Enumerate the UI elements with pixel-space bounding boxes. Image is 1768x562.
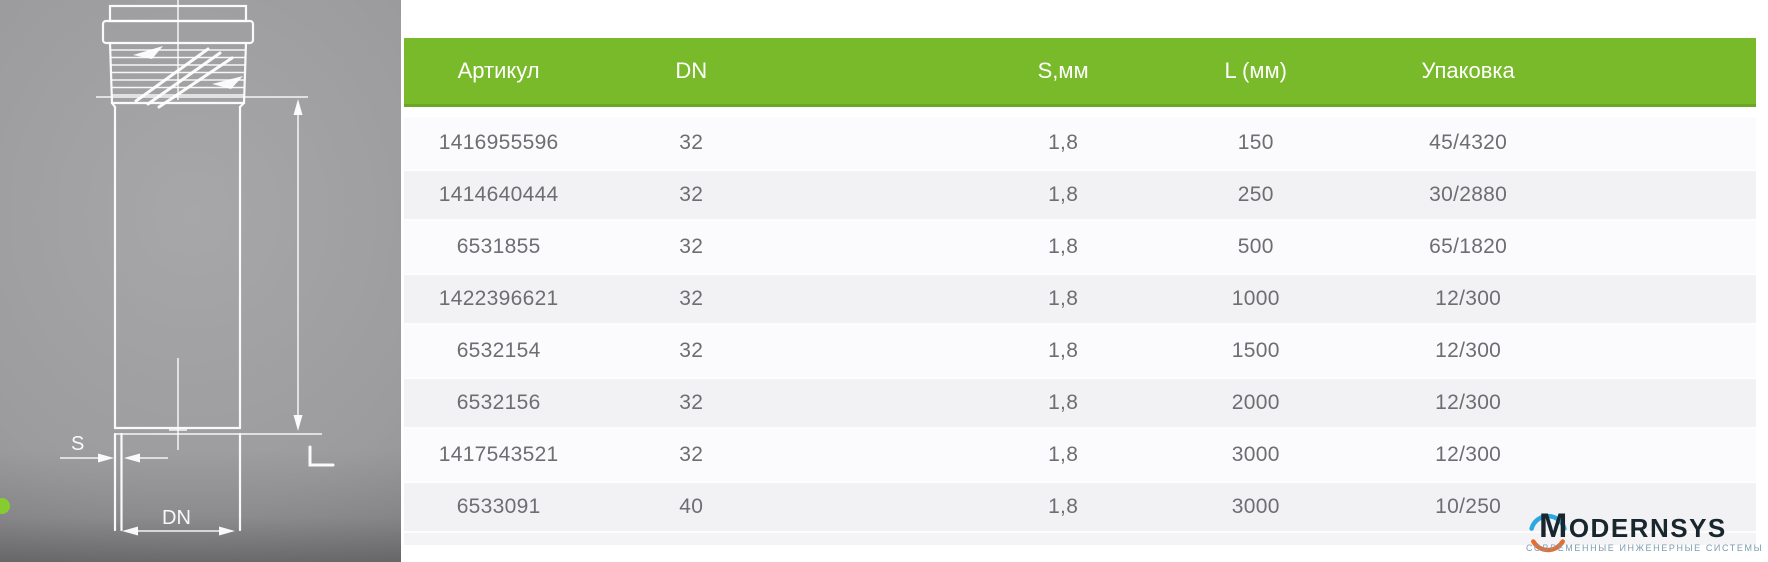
cell-article: 1416955596	[438, 131, 559, 154]
cell-package: 10/250	[1435, 495, 1502, 518]
cell-package: 12/300	[1435, 443, 1502, 466]
cell-article: 1422396621	[438, 287, 559, 310]
table-body: 1416955596 32 1,8 150 45/4320 1414640444…	[404, 117, 1756, 545]
cell-l: 3000	[1231, 443, 1280, 466]
product-table: Артикул DN S,мм L (мм) Упаковка 14169555…	[404, 38, 1756, 545]
cell-s: 1,8	[1048, 131, 1079, 154]
cell-s: 1,8	[1048, 339, 1079, 362]
cell-s: 1,8	[1048, 495, 1079, 518]
cell-s: 1,8	[1048, 183, 1079, 206]
cell-l: 1500	[1231, 339, 1280, 362]
brand-wordmark: MODERNSYS	[1539, 509, 1727, 545]
table-header-row: Артикул DN S,мм L (мм) Упаковка	[404, 38, 1756, 107]
cell-article: 6533091	[456, 495, 541, 518]
cell-l: 3000	[1231, 495, 1280, 518]
s-label: S	[71, 433, 84, 455]
column-header-article: Артикул	[457, 58, 540, 83]
column-header-s: S,мм	[1037, 58, 1089, 83]
cell-l: 250	[1237, 183, 1274, 206]
cell-s: 1,8	[1048, 443, 1079, 466]
cell-package: 12/300	[1435, 339, 1502, 362]
corner-symbol	[308, 445, 335, 467]
table-row: 6531855 32 1,8 500 65/1820	[404, 221, 1756, 273]
table-row: 1416955596 32 1,8 150 45/4320	[404, 117, 1756, 169]
column-header-package: Упаковка	[1421, 58, 1515, 83]
cell-dn: 32	[679, 391, 704, 414]
cell-article: 6531855	[456, 235, 541, 258]
column-header-dn: DN	[675, 58, 708, 83]
cell-article: 1414640444	[438, 183, 559, 206]
cell-s: 1,8	[1048, 391, 1079, 414]
cell-s: 1,8	[1048, 287, 1079, 310]
brand-initial: M	[1539, 507, 1569, 545]
cell-dn: 32	[679, 287, 704, 310]
table-row: 6532154 32 1,8 1500 12/300	[404, 325, 1756, 377]
cell-article: 6532156	[456, 391, 541, 414]
cell-package: 30/2880	[1429, 183, 1508, 206]
table-footer-strip	[404, 533, 1756, 545]
cell-s: 1,8	[1048, 235, 1079, 258]
pipe-drawing: S DN	[0, 0, 335, 536]
break-mark	[134, 47, 210, 103]
cell-package: 12/300	[1435, 391, 1502, 414]
dn-label: DN	[162, 507, 191, 529]
column-header-l: L (мм)	[1224, 58, 1287, 83]
cell-dn: 32	[679, 339, 704, 362]
cell-article: 6532154	[456, 339, 541, 362]
table-row: 6532156 32 1,8 2000 12/300	[404, 377, 1756, 429]
cell-dn: 32	[679, 235, 704, 258]
table-row: 1414640444 32 1,8 250 30/2880	[404, 169, 1756, 221]
brand-tagline: СОВРЕМЕННЫЕ ИНЖЕНЕРНЫЕ СИСТЕМЫ	[1526, 543, 1764, 553]
drawing-panel: S DN	[0, 0, 401, 562]
cell-package: 65/1820	[1429, 235, 1508, 258]
cell-l: 500	[1237, 235, 1274, 258]
cell-article: 1417543521	[438, 443, 559, 466]
cell-l: 1000	[1231, 287, 1280, 310]
socket-cap	[101, 19, 255, 45]
brand-logo: MODERNSYS СОВРЕМЕННЫЕ ИНЖЕНЕРНЫЕ СИСТЕМЫ	[1526, 503, 1762, 559]
table-row: 6533091 40 1,8 3000 10/250	[404, 481, 1756, 533]
cell-l: 2000	[1231, 391, 1280, 414]
cell-dn: 32	[679, 183, 704, 206]
cell-dn: 40	[679, 495, 704, 518]
cell-dn: 32	[679, 443, 704, 466]
table-row: 1417543521 32 1,8 3000 12/300	[404, 429, 1756, 481]
brand-rest: ODERNSYS	[1568, 513, 1727, 543]
cell-package: 45/4320	[1429, 131, 1508, 154]
table-row: 1422396621 32 1,8 1000 12/300	[404, 273, 1756, 325]
green-dot	[0, 498, 10, 514]
logo-swoosh-icon	[1529, 513, 1567, 553]
cell-dn: 32	[679, 131, 704, 154]
cell-package: 12/300	[1435, 287, 1502, 310]
cell-l: 150	[1237, 131, 1274, 154]
